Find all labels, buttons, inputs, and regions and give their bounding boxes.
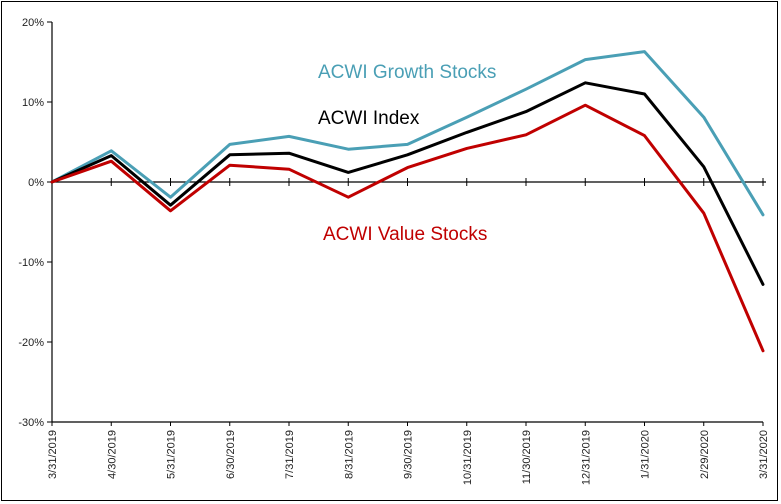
series-labels: ACWI Growth Stocks ACWI Index ACWI Value S… <box>318 62 496 245</box>
x-tick-label: 10/31/2019 <box>462 430 474 485</box>
x-tick-label: 8/31/2019 <box>343 430 355 479</box>
series-line-acwi-index <box>50 81 765 286</box>
x-tick-label: 11/30/2019 <box>521 430 533 484</box>
x-tick-label: 12/31/2019 <box>580 430 592 485</box>
y-tick-label: 0% <box>28 177 44 189</box>
series-lines <box>50 50 765 353</box>
x-tick-label: 2/29/2020 <box>699 430 711 479</box>
y-tick-label: -10% <box>18 257 44 269</box>
x-tick-label: 3/31/2020 <box>758 430 770 479</box>
series-label: ACWI Growth Stocks <box>318 62 496 83</box>
x-tick-label: 5/31/2019 <box>166 430 178 479</box>
series-line-acwi-growth-stocks <box>50 50 765 217</box>
series-label: ACWI Value Stocks <box>323 224 487 245</box>
y-tick-label: 20% <box>22 17 44 29</box>
x-tick-label: 3/31/2019 <box>47 430 59 479</box>
y-tick-label: -20% <box>18 337 44 349</box>
series-label: ACWI Index <box>318 108 420 129</box>
y-tick-label: -30% <box>18 417 44 429</box>
x-tick-label: 6/30/2019 <box>225 430 237 479</box>
x-tick-label: 1/31/2020 <box>640 430 652 479</box>
y-tick-label: 10% <box>22 97 44 109</box>
x-tick-label: 4/30/2019 <box>106 430 118 479</box>
x-tick-label: 7/31/2019 <box>284 430 296 479</box>
axes: -30% -20% -10% 0% 10% 20% 3/31/2019 4/30/2019 5/… <box>18 17 770 485</box>
series-line-acwi-value-stocks <box>50 103 765 353</box>
x-tick-label: 9/30/2019 <box>403 430 415 479</box>
